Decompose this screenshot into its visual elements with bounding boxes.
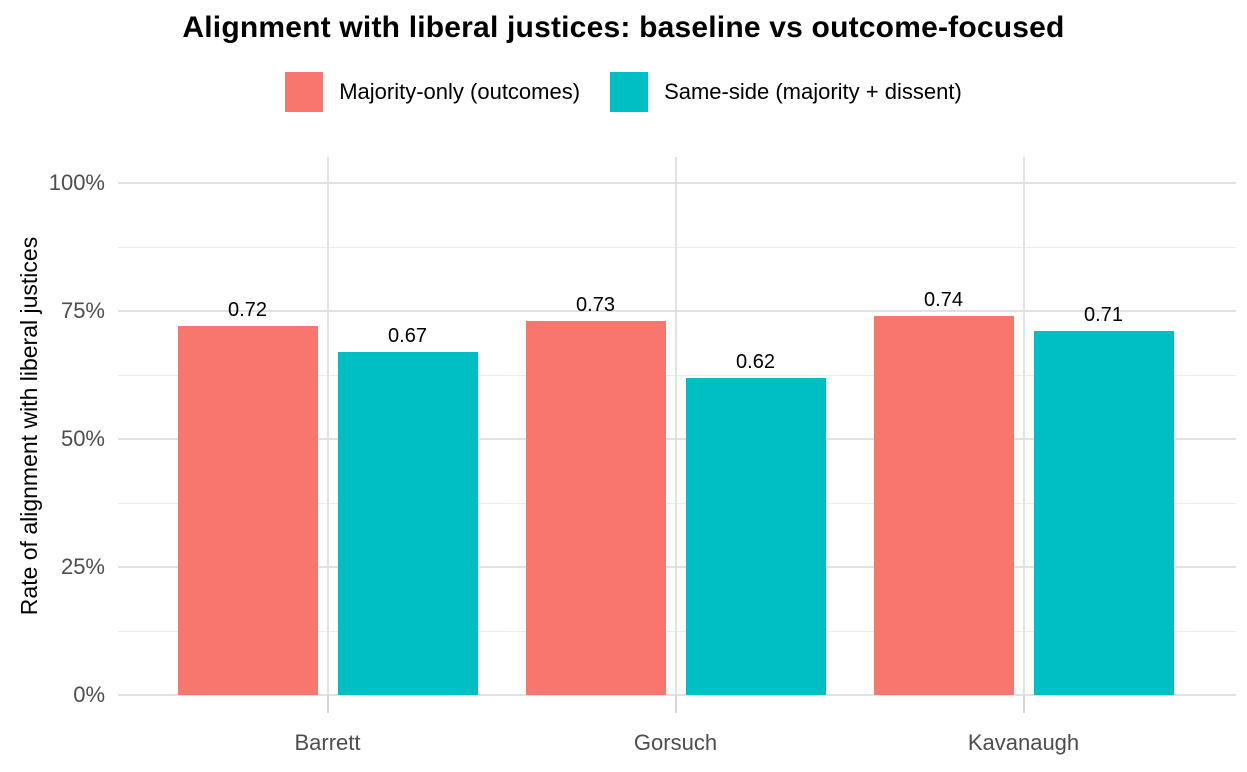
x-axis-tick-barrett [326,695,329,713]
legend-swatch-same-side-majority-dissent [610,72,649,112]
x-axis-label-kavanaugh: Kavanaugh [967,730,1080,755]
vertical-gridline-barrett [326,157,329,695]
y-axis-label-0: 0% [73,682,105,707]
major-gridline [118,182,1236,184]
major-gridline [118,310,1236,312]
bar-value-label: 0.62 [736,350,775,373]
bar-same-side-majority-dissent-gorsuch [685,377,826,695]
legend-label: Majority-only (outcomes) [339,79,581,104]
major-gridline [118,566,1236,568]
legend-label: Same-side (majority + dissent) [664,79,962,104]
chart-title: Alignment with liberal justices: baselin… [182,11,1065,44]
vertical-gridline-kavanaugh [1022,157,1025,695]
bar-value-label: 0.71 [1084,304,1123,327]
bar-majority-only-outcomes-gorsuch [525,321,666,695]
bar-value-label: 0.67 [388,324,427,347]
minor-gridline [118,247,1236,248]
minor-gridline [118,503,1236,504]
legend-swatch-majority-only-outcomes [285,72,324,112]
bar-same-side-majority-dissent-kavanaugh [1033,331,1174,695]
x-axis-tick-kavanaugh [1022,695,1025,713]
x-axis-label-gorsuch: Gorsuch [633,730,718,755]
legend: Majority-only (outcomes) Same-side (major… [0,72,1247,112]
bar-value-label: 0.72 [228,299,267,322]
legend-item-same-side-majority-dissent: Same-side (majority + dissent) [610,72,962,112]
vertical-gridline-gorsuch [674,157,677,695]
x-axis-label-barrett: Barrett [294,730,361,755]
major-gridline [118,694,1236,696]
bar-majority-only-outcomes-barrett [177,326,318,695]
y-axis-label-25: 25% [60,554,105,579]
minor-gridline [118,375,1236,376]
bar-value-label: 0.73 [576,294,615,317]
y-axis-label-75: 75% [60,298,105,323]
x-axis-tick-gorsuch [674,695,677,713]
bar-value-label: 0.74 [924,289,963,312]
y-axis-title: Rate of alignment with liberal justices [16,236,42,616]
major-gridline [118,438,1236,440]
bar-same-side-majority-dissent-barrett [337,351,478,695]
minor-gridline [118,631,1236,632]
y-axis-label-100: 100% [48,170,105,195]
y-axis-label-50: 50% [60,426,105,451]
bar-majority-only-outcomes-kavanaugh [873,316,1014,695]
legend-item-majority-only-outcomes: Majority-only (outcomes) [285,72,580,112]
